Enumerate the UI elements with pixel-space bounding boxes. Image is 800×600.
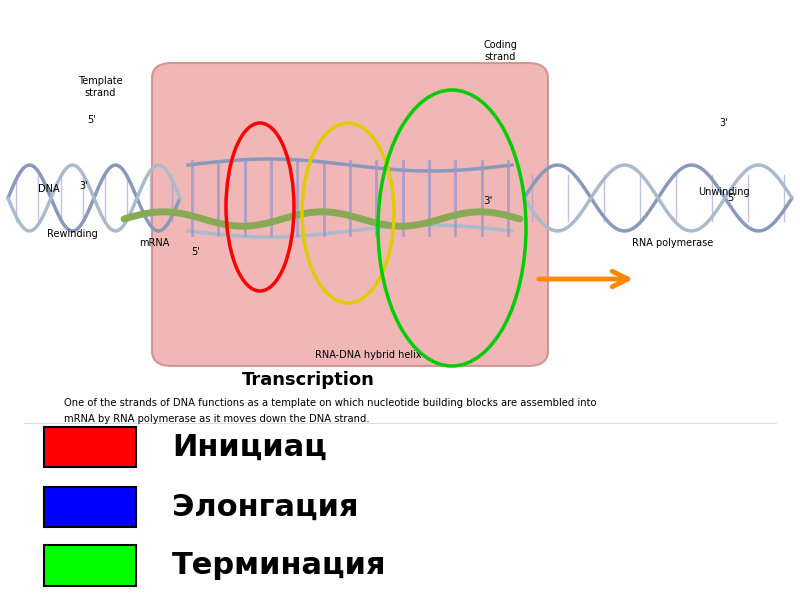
FancyBboxPatch shape [152,63,548,366]
Text: RNA-DNA hybrid helix: RNA-DNA hybrid helix [314,350,422,360]
Text: Элонгация: Элонгация [172,493,358,521]
Text: Template
strand: Template strand [78,76,122,98]
Text: DNA: DNA [38,184,60,194]
Text: Unwinding: Unwinding [698,187,750,197]
Text: mRNA by RNA polymerase as it moves down the DNA strand.: mRNA by RNA polymerase as it moves down … [64,414,370,424]
Text: 3': 3' [483,196,493,206]
Text: 5': 5' [192,247,200,257]
Text: One of the strands of DNA functions as a template on which nucleotide building b: One of the strands of DNA functions as a… [64,398,597,409]
Text: 5': 5' [728,193,736,203]
FancyBboxPatch shape [44,427,136,467]
Text: Transcription: Transcription [242,371,374,389]
FancyBboxPatch shape [44,545,136,586]
Text: Rewinding: Rewinding [46,229,98,239]
Text: 5': 5' [88,115,96,125]
Text: Терминация: Терминация [172,551,386,580]
Text: 3': 3' [720,118,728,128]
Text: 3': 3' [80,181,88,191]
Text: Инициац: Инициац [172,433,327,461]
Text: RNA polymerase: RNA polymerase [632,238,714,248]
FancyBboxPatch shape [44,487,136,527]
Text: mRNA: mRNA [139,238,170,248]
Text: Coding
strand: Coding strand [483,40,517,62]
